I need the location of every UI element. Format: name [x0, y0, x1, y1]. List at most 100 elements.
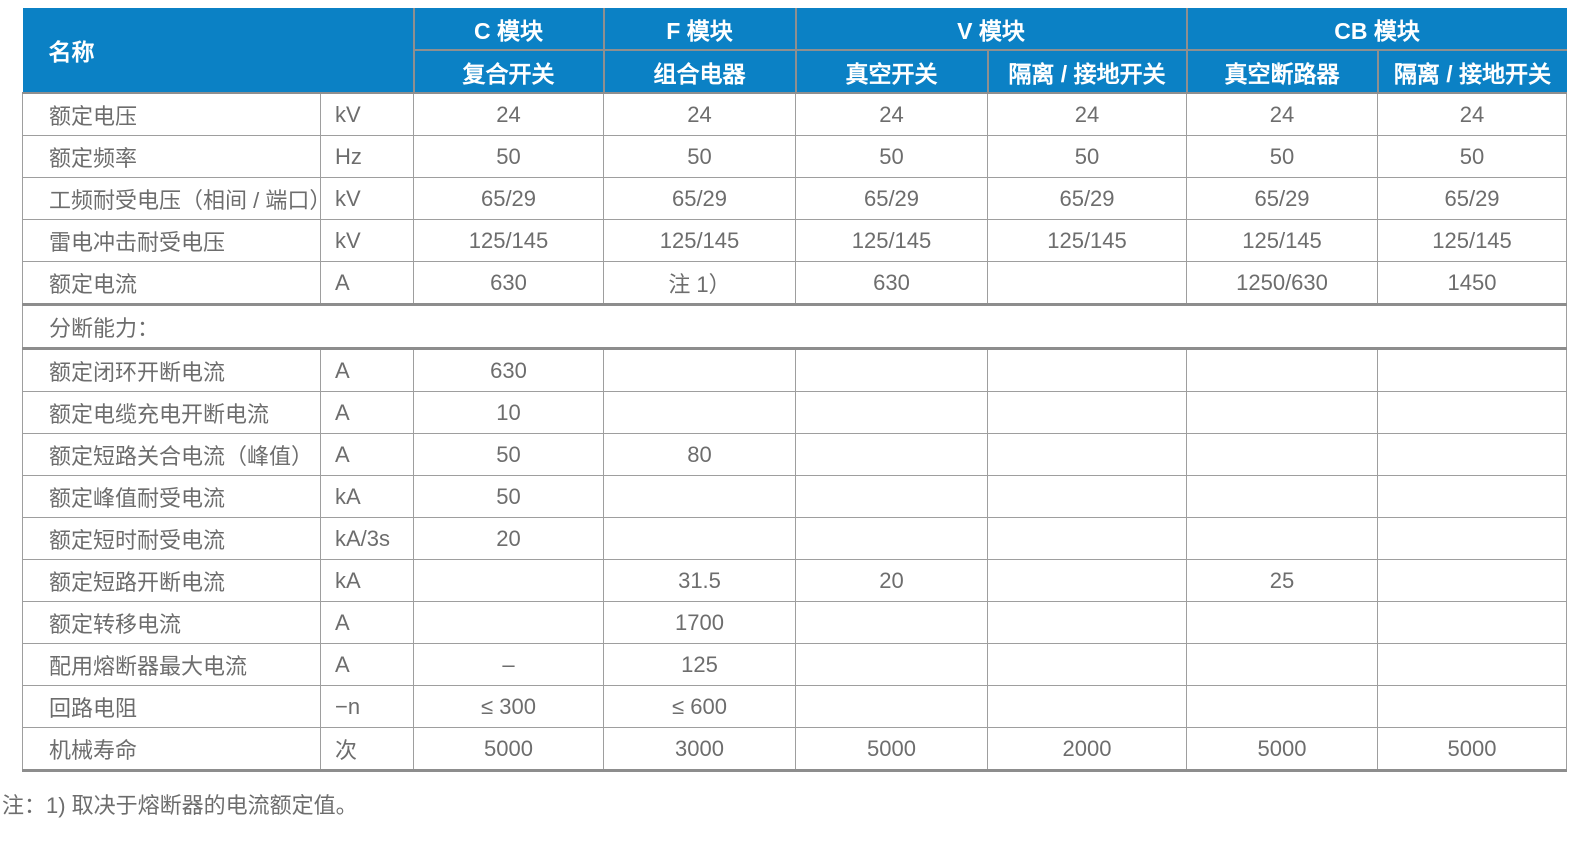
cell-value: [795, 433, 988, 476]
cell-value: [1186, 475, 1379, 518]
cell-value: 25: [1186, 559, 1379, 602]
column-header-v-module: V 模块: [794, 8, 1188, 51]
table-row: 额定短路关合电流（峰值） A 50 80: [22, 433, 1568, 476]
row-unit: A: [320, 601, 414, 644]
table-row: 机械寿命次 5000 3000 5000 2000 5000 5000: [22, 727, 1568, 772]
row-label: 额定电流: [22, 261, 321, 305]
cell-value: 注 1）: [603, 261, 796, 305]
column-header-c-module: C 模块: [412, 8, 605, 51]
row-unit: kV: [320, 219, 414, 262]
cell-value: 125/145: [986, 219, 1188, 262]
column-header-composite-switch: 复合开关: [413, 49, 605, 94]
cell-value: 50: [603, 135, 796, 178]
row-label: 机械寿命: [22, 727, 321, 772]
cell-value: [795, 685, 988, 728]
row-unit: kV: [320, 177, 414, 220]
cell-value: 65/29: [986, 177, 1188, 220]
cell-value: [1186, 685, 1379, 728]
cell-value: 1450: [1377, 261, 1568, 305]
header-row-subtypes: 复合开关 组合电器 真空开关 隔离 / 接地开关 真空断路器 隔离 / 接地开关: [23, 49, 1567, 94]
cell-value: [603, 391, 796, 434]
row-unit: Hz: [320, 135, 414, 178]
cell-value: 1250/630: [1186, 261, 1379, 305]
row-unit: kA: [320, 475, 414, 518]
column-header-f-module: F 模块: [602, 8, 797, 51]
cell-value: 65/29: [413, 177, 604, 220]
table-row: 回路电阻 −n ≤ 300 ≤ 600: [22, 685, 1568, 728]
row-label: 雷电冲击耐受电压: [22, 219, 321, 262]
cell-value: 630: [413, 348, 604, 392]
cell-value: 50: [413, 433, 604, 476]
cell-value: 80: [603, 433, 796, 476]
spec-table-header: 名称 C 模块 F 模块 V 模块 CB 模块 复合开关 组合电器 真空开关 隔…: [22, 8, 1567, 94]
cell-value: [986, 559, 1188, 602]
cell-value: 24: [603, 92, 796, 136]
row-label: 额定短路关合电流（峰值）: [22, 433, 321, 476]
cell-value: 5000: [795, 727, 988, 772]
cell-value: 5000: [413, 727, 604, 772]
cell-value: [986, 517, 1188, 560]
spec-table-body: 额定电压 kV 24 24 24 24 24 24 额定频率 Hz 50 50 50 50 50 50 工频耐受…: [21, 92, 1568, 772]
cell-value: 125/145: [795, 219, 988, 262]
cell-value: 50: [1377, 135, 1568, 178]
cell-value: [1186, 348, 1379, 392]
row-unit: kA/3s: [320, 517, 414, 560]
cell-value: 65/29: [795, 177, 988, 220]
table-row: 额定短路开断电流 kA 31.5 20 25: [22, 559, 1568, 602]
cell-value: 125: [603, 643, 796, 686]
column-header-cb-module: CB 模块: [1185, 8, 1567, 51]
table-row: 配用熔断器最大电流 A –125: [22, 643, 1568, 686]
cell-value: –: [413, 643, 604, 686]
cell-value: [1186, 517, 1379, 560]
cell-value: 20: [795, 559, 988, 602]
cell-value: [986, 601, 1188, 644]
cell-value: 50: [413, 475, 604, 518]
cell-value: 1700: [603, 601, 796, 644]
table-row: 额定电流 A 630 注 1） 630 1250/630 1450: [22, 261, 1568, 305]
table-row: 额定短时耐受电流 kA/3s 20: [22, 517, 1568, 560]
cell-value: [413, 601, 604, 644]
cell-value: 24: [986, 92, 1188, 136]
cell-value: 31.5: [603, 559, 796, 602]
cell-value: 24: [795, 92, 988, 136]
cell-value: [795, 517, 988, 560]
table-row: 分断能力：: [21, 303, 1568, 350]
table-row: 额定转移电流 A 1700: [22, 601, 1568, 644]
spec-table: 名称 C 模块 F 模块 V 模块 CB 模块 复合开关 组合电器 真空开关 隔…: [21, 8, 1568, 772]
row-label: 配用熔断器最大电流: [22, 643, 321, 686]
table-row: 额定电压 kV 24 24 24 24 24 24: [22, 92, 1568, 136]
cell-value: 50: [413, 135, 604, 178]
column-header-combination-apparatus: 组合电器: [602, 49, 797, 94]
table-row: 工频耐受电压（相间 / 端口） kV 65/29 65/29 65/29 65/29 65/…: [22, 177, 1568, 220]
cell-value: 3000: [603, 727, 796, 772]
cell-value: 24: [1186, 92, 1379, 136]
row-unit: kA: [320, 559, 414, 602]
cell-value: 50: [1186, 135, 1379, 178]
column-header-v-isolating-earthing-switch: 隔离 / 接地开关: [986, 49, 1188, 94]
cell-value: [986, 433, 1188, 476]
cell-value: [1377, 685, 1568, 728]
cell-value: ≤ 300: [413, 685, 604, 728]
cell-value: [1186, 433, 1379, 476]
cell-value: [1186, 643, 1379, 686]
cell-value: ≤ 600: [603, 685, 796, 728]
cell-value: 10: [413, 391, 604, 434]
cell-value: 630: [795, 261, 988, 305]
datasheet-page: 名称 C 模块 F 模块 V 模块 CB 模块 复合开关 组合电器 真空开关 隔…: [0, 8, 1588, 842]
row-label: 额定闭环开断电流: [22, 348, 321, 392]
row-label: 额定峰值耐受电流: [22, 475, 321, 518]
row-label: 额定短时耐受电流: [22, 517, 321, 560]
table-row: 额定闭环开断电流 A 630: [22, 348, 1568, 392]
table-row: 额定频率 Hz 50 50 50 50 50 50: [22, 135, 1568, 178]
cell-value: [603, 517, 796, 560]
cell-value: [986, 475, 1188, 518]
cell-value: 2000: [986, 727, 1188, 772]
cell-value: 65/29: [1377, 177, 1568, 220]
cell-value: [1377, 391, 1568, 434]
row-unit: kV: [320, 92, 414, 136]
cell-value: 65/29: [1186, 177, 1379, 220]
cell-value: [795, 643, 988, 686]
column-header-cb-isolating-earthing-switch: 隔离 / 接地开关: [1376, 49, 1567, 94]
row-label: 工频耐受电压（相间 / 端口）: [22, 177, 321, 220]
cell-value: [986, 643, 1188, 686]
